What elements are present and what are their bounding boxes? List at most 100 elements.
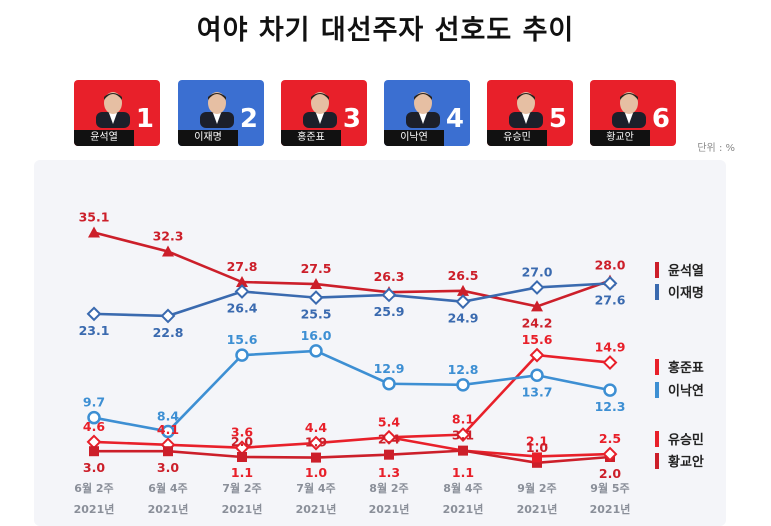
- data-label: 22.8: [153, 325, 184, 340]
- data-point: [88, 226, 100, 238]
- data-point: [529, 347, 545, 363]
- chart-panel: [34, 160, 726, 526]
- candidate-rank: 6: [651, 104, 670, 134]
- portrait-icon: [612, 92, 646, 128]
- portrait-icon: [509, 92, 543, 128]
- data-point: [161, 424, 175, 439]
- data-label: 27.0: [522, 264, 553, 279]
- data-point: [455, 427, 471, 443]
- data-point: [310, 278, 322, 290]
- series-line: [388, 436, 611, 458]
- data-point: [86, 306, 102, 322]
- data-point: [603, 383, 617, 397]
- candidate-name: 유승민: [487, 130, 547, 146]
- data-label: 3.0: [83, 460, 105, 475]
- candidate-rank: 4: [445, 104, 464, 134]
- data-label: 13.7: [522, 384, 553, 399]
- data-label: 5.4: [378, 414, 400, 429]
- data-label: 24.9: [448, 311, 479, 326]
- data-point: [382, 377, 396, 391]
- legend-label: 황교안: [668, 454, 704, 470]
- data-label: 23.1: [79, 323, 110, 338]
- data-point: [532, 452, 542, 463]
- data-point: [532, 457, 542, 468]
- legend-label: 유승민: [668, 432, 704, 448]
- portrait-icon: [200, 92, 234, 128]
- data-label: 25.5: [301, 307, 332, 322]
- x-year-label: 2021년: [369, 502, 410, 516]
- candidate-card-2: 2 이재명: [178, 80, 264, 146]
- candidate-rank: 5: [548, 104, 567, 134]
- data-point: [234, 284, 250, 299]
- candidate-card-3: 3 홍준표: [281, 80, 367, 146]
- data-label: 27.5: [301, 261, 332, 276]
- data-label: 12.3: [595, 399, 626, 414]
- candidate-name: 홍준표: [281, 130, 341, 146]
- x-year-label: 2021년: [296, 502, 337, 516]
- data-label: 32.3: [153, 229, 184, 244]
- data-label: 1.0: [305, 465, 327, 480]
- legend-swatch: [655, 382, 659, 398]
- candidate-name: 이재명: [178, 130, 238, 146]
- data-point: [163, 446, 173, 457]
- data-point: [381, 429, 397, 445]
- series-line: [388, 353, 611, 439]
- data-label: 2.0: [231, 434, 253, 449]
- x-year-label: 2021년: [148, 502, 189, 516]
- data-label: 1.0: [526, 440, 548, 455]
- data-point: [236, 276, 248, 288]
- legend-swatch: [655, 431, 659, 447]
- x-tick-label: 9월 2주: [517, 481, 556, 495]
- x-tick-label: 7월 2주: [222, 481, 261, 495]
- x-year-label: 2021년: [517, 502, 558, 516]
- x-tick-label: 6월 2주: [74, 481, 113, 495]
- data-label: 25.9: [374, 304, 405, 319]
- candidate-card-5: 5 유승민: [487, 80, 573, 146]
- x-tick-label: 9월 5주: [590, 481, 629, 495]
- x-year-label: 2021년: [443, 502, 484, 516]
- x-tick-label: 6월 4주: [148, 481, 187, 495]
- legend-label: 홍준표: [668, 360, 704, 376]
- candidate-rank: 3: [342, 104, 361, 134]
- data-label: 12.9: [374, 361, 405, 376]
- data-label: 2.1: [526, 433, 548, 448]
- data-point: [602, 275, 618, 291]
- data-label: 15.6: [522, 332, 553, 347]
- data-label: 1.1: [231, 465, 253, 480]
- series-line: [93, 231, 611, 308]
- data-label: 4.6: [83, 419, 105, 434]
- legend-label: 윤석열: [668, 263, 704, 279]
- data-label: 26.3: [374, 269, 405, 284]
- data-label: 8.4: [157, 408, 179, 423]
- legend-swatch: [655, 453, 659, 469]
- candidate-card-6: 6 황교안: [590, 80, 676, 146]
- data-label: 1.3: [378, 465, 400, 480]
- data-point: [237, 452, 247, 462]
- data-label: 14.9: [595, 340, 626, 355]
- x-tick-label: 8월 2주: [369, 481, 408, 495]
- data-label: 4.4: [305, 420, 327, 435]
- legend-label: 이낙연: [668, 383, 704, 399]
- candidate-name: 황교안: [590, 130, 650, 146]
- data-point: [602, 355, 618, 370]
- candidate-rank: 2: [239, 104, 258, 134]
- data-point: [457, 284, 469, 296]
- legend-label: 이재명: [668, 285, 704, 301]
- data-point: [384, 449, 394, 460]
- candidate-rank: 1: [135, 104, 154, 134]
- data-point: [160, 308, 176, 324]
- data-label: 27.8: [227, 259, 258, 274]
- data-label: 4.1: [157, 422, 179, 437]
- data-label: 12.8: [448, 362, 479, 377]
- data-label: 16.0: [301, 328, 332, 343]
- data-label: 3.1: [452, 428, 474, 443]
- data-label: 1.9: [305, 435, 327, 450]
- data-point: [311, 452, 321, 463]
- x-tick-label: 8월 4주: [443, 481, 482, 495]
- legend-swatch: [655, 284, 659, 300]
- candidate-name: 윤석열: [74, 130, 134, 146]
- data-label: 24.2: [522, 315, 553, 330]
- x-tick-label: 7월 4주: [296, 481, 335, 495]
- portrait-icon: [303, 92, 337, 128]
